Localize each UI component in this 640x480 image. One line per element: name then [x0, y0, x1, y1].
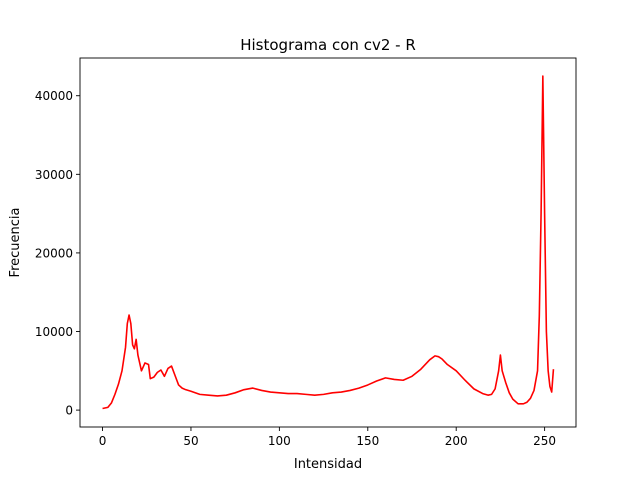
x-tick-label: 250: [533, 434, 556, 448]
chart-title: Histograma con cv2 - R: [240, 36, 416, 54]
x-axis-label: Intensidad: [294, 457, 362, 472]
x-tick-label: 50: [183, 434, 198, 448]
y-tick-label: 20000: [35, 246, 73, 260]
y-tick-label: 10000: [35, 325, 73, 339]
y-axis-label: Frecuencia: [8, 208, 23, 278]
plot-frame: [79, 57, 577, 428]
plot-background: [80, 58, 576, 427]
x-tick-label: 0: [99, 434, 107, 448]
x-tick-label: 150: [356, 434, 379, 448]
x-tick-label: 200: [445, 434, 468, 448]
x-tick-label: 100: [268, 434, 291, 448]
y-axis-ticks: 0 10000 20000 30000 40000: [35, 89, 80, 418]
y-tick-label: 40000: [35, 89, 73, 103]
y-tick-label: 30000: [35, 168, 73, 182]
x-axis-ticks: 0 50 100 150 200 250: [99, 427, 556, 448]
series-line: [102, 75, 555, 410]
y-tick-label: 0: [65, 404, 73, 418]
